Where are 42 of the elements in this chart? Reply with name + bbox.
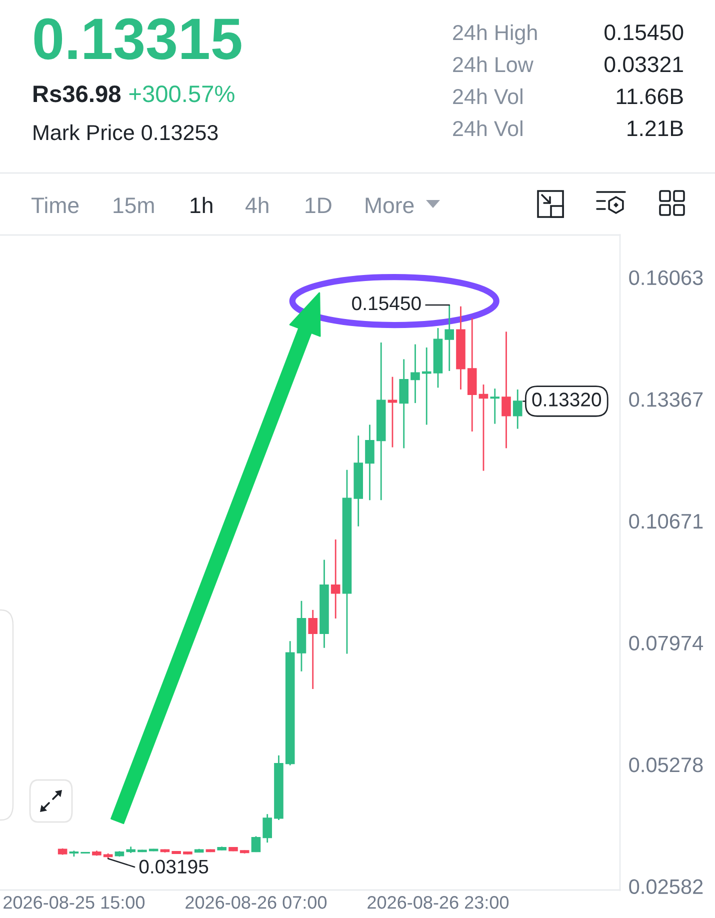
y-tick-label: 0.10671 bbox=[629, 514, 703, 529]
candlestick bbox=[410, 344, 420, 404]
x-tick-label: 2026-08-26 23:00 bbox=[368, 896, 509, 909]
text: 15m bbox=[114, 198, 154, 214]
x-tick-label: 2026-08-25 15:00 bbox=[4, 896, 145, 909]
text: 24h Vol bbox=[453, 120, 522, 136]
candlestick bbox=[422, 346, 432, 426]
text: 24h Vol bbox=[453, 88, 522, 104]
candlestick bbox=[308, 609, 318, 690]
text: 24h Low bbox=[453, 56, 534, 72]
candlestick bbox=[502, 330, 511, 449]
text: Time bbox=[32, 196, 79, 214]
text: 1.21B bbox=[628, 120, 683, 136]
text: More bbox=[366, 198, 414, 214]
candlestick bbox=[478, 384, 488, 472]
annotation: 0.03195 bbox=[139, 860, 208, 874]
y-tick-label: 0.02582 bbox=[629, 879, 703, 894]
text: 0.13315 bbox=[34, 18, 242, 60]
annotation: 0.15450 bbox=[352, 296, 421, 310]
candlestick bbox=[490, 388, 500, 425]
text: +300.57% bbox=[129, 86, 234, 102]
annotation: 0.13320 bbox=[532, 392, 602, 406]
text: 24h High bbox=[453, 24, 537, 44]
text: 4h bbox=[246, 196, 268, 213]
x-tick-label: 2026-08-26 07:00 bbox=[186, 896, 327, 909]
candlestick bbox=[444, 304, 454, 372]
text: 0.03321 bbox=[604, 56, 683, 72]
candlestick bbox=[330, 538, 340, 620]
candlestick bbox=[251, 836, 261, 853]
y-tick-label: 0.13367 bbox=[629, 392, 703, 407]
y-tick-label: 0.16063 bbox=[629, 270, 703, 286]
y-tick-label: 0.05278 bbox=[629, 758, 703, 772]
text: 0.15450 bbox=[604, 24, 684, 40]
candlestick bbox=[262, 813, 272, 844]
text: Mark Price 0.13253 bbox=[34, 124, 218, 140]
text: 1h bbox=[190, 196, 212, 213]
text: Rs36.98 bbox=[34, 86, 121, 102]
text: 1D bbox=[306, 198, 332, 213]
text: 11.66B bbox=[616, 88, 683, 104]
candlestick bbox=[365, 424, 374, 501]
candlestick bbox=[399, 358, 409, 449]
y-tick-label: 0.07974 bbox=[629, 636, 704, 650]
